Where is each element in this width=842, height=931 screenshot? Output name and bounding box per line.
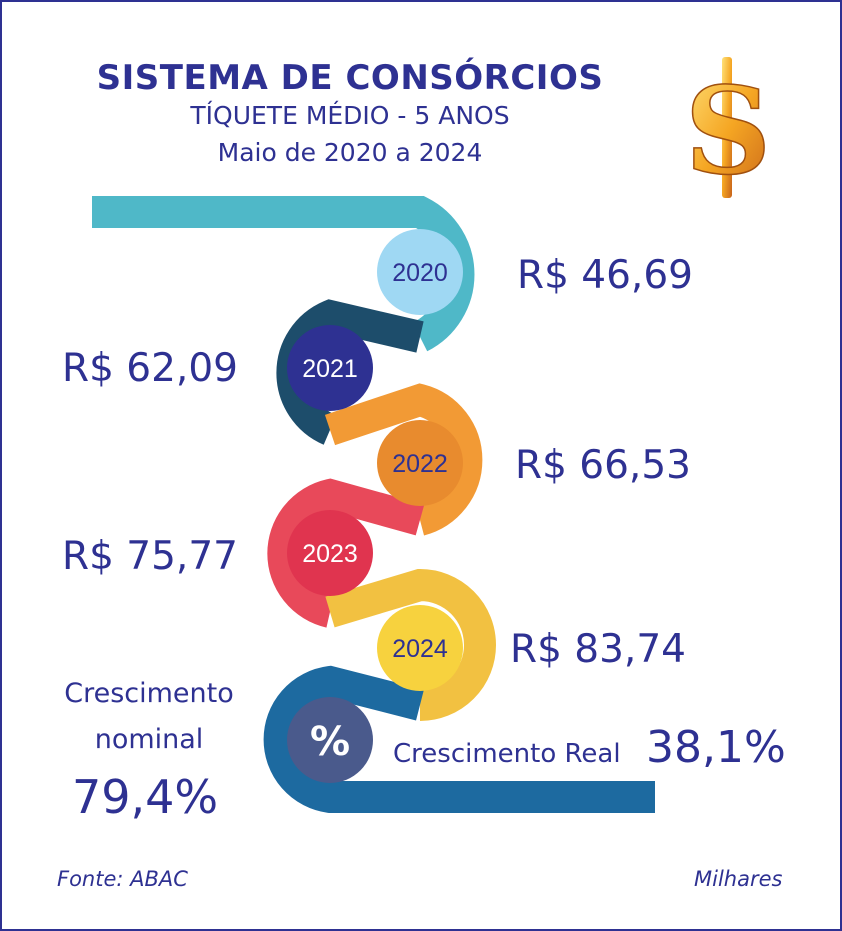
svg-text:S: S bbox=[688, 61, 768, 200]
real-growth-label: Crescimento Real bbox=[393, 739, 621, 769]
year-node-2022 bbox=[377, 420, 463, 506]
year-node-2023 bbox=[287, 510, 373, 596]
value-2022: R$ 66,53 bbox=[515, 443, 691, 488]
year-node-2021 bbox=[287, 325, 373, 411]
year-label-2022: 2022 bbox=[392, 450, 448, 478]
period-label: Maio de 2020 a 2024 bbox=[217, 138, 483, 167]
page-subtitle: TÍQUETE MÉDIO - 5 ANOS bbox=[190, 101, 510, 130]
year-label-2024: 2024 bbox=[392, 635, 448, 663]
percent-node bbox=[287, 697, 373, 783]
value-2021: R$ 62,09 bbox=[62, 346, 238, 391]
dollar-sign-icon: S bbox=[688, 57, 768, 200]
track-2024 bbox=[325, 568, 496, 721]
real-growth-value: 38,1% bbox=[646, 722, 786, 773]
year-label-2023: 2023 bbox=[302, 540, 358, 568]
value-2023: R$ 75,77 bbox=[62, 534, 238, 579]
year-node-2020 bbox=[377, 229, 463, 315]
nominal-growth-label-line2: nominal bbox=[94, 724, 204, 755]
year-label-2020: 2020 bbox=[392, 259, 448, 287]
value-2024: R$ 83,74 bbox=[510, 627, 686, 672]
year-node-2024 bbox=[377, 605, 463, 691]
year-label-2021: 2021 bbox=[302, 355, 358, 383]
track-2023 bbox=[267, 478, 425, 628]
value-2020: R$ 46,69 bbox=[517, 253, 693, 298]
nominal-growth-value: 79,4% bbox=[72, 770, 219, 824]
nominal-growth-label-line1: Crescimento bbox=[64, 678, 234, 709]
track-growth bbox=[263, 665, 655, 813]
source-label: Fonte: ABAC bbox=[57, 867, 188, 891]
page-title: SISTEMA DE CONSÓRCIOS bbox=[96, 58, 604, 98]
percent-icon: % bbox=[310, 719, 350, 765]
track-2022 bbox=[324, 383, 483, 536]
unit-label: Milhares bbox=[694, 867, 783, 891]
